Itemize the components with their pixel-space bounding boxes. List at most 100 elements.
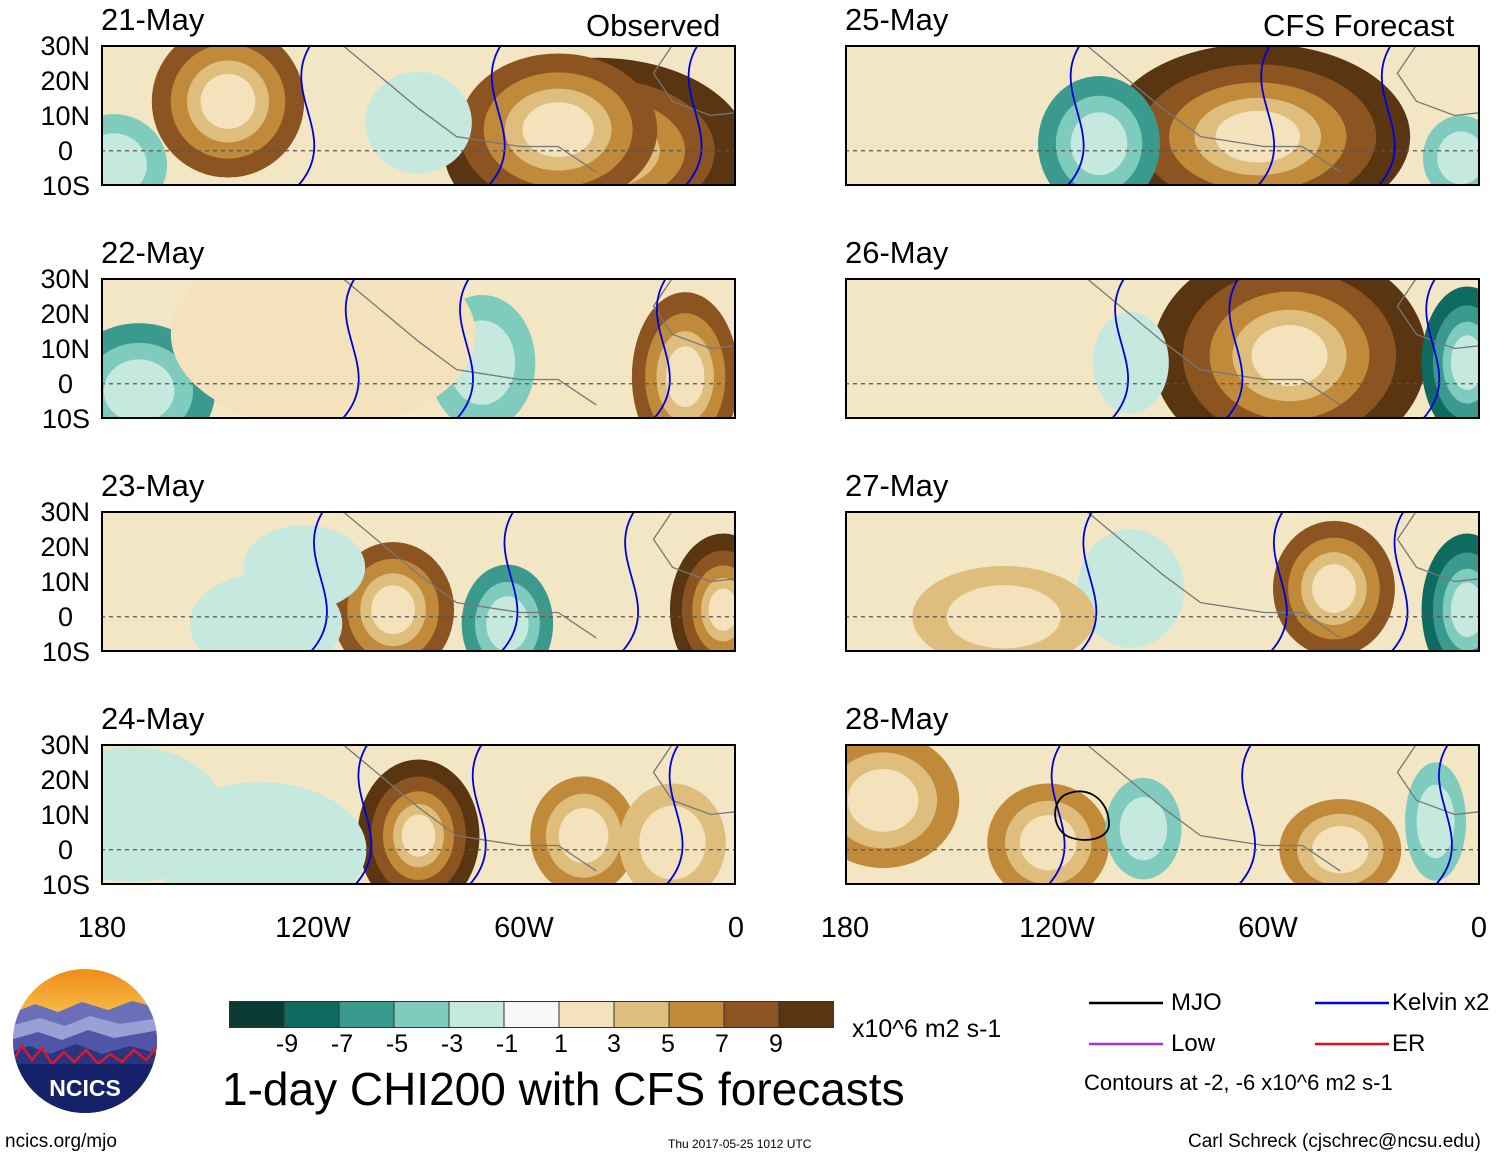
chi200-field-contour	[1450, 335, 1480, 391]
chi200-field-contour	[1092, 311, 1169, 414]
footer-timestamp: Thu 2017-05-25 1012 UTC	[668, 1137, 812, 1151]
colorbar-tick-label: 3	[607, 1030, 621, 1058]
y-tick-label: 10S	[41, 404, 90, 434]
colorbar-swatch	[778, 1001, 834, 1028]
chi200-field-contour	[522, 102, 594, 158]
legend-label-low: Low	[1171, 1030, 1216, 1057]
y-tick-label: 0	[57, 369, 73, 399]
chi200-field-contour	[639, 805, 706, 880]
kelvin-contour	[1079, 511, 1098, 652]
map-frame	[101, 744, 736, 885]
y-tick-label: 10N	[40, 334, 90, 364]
x-tick-label: 180	[77, 912, 127, 944]
chi200-field-contour	[170, 278, 476, 419]
chi200-field-contour	[243, 525, 366, 610]
chi200-field-contour	[401, 814, 436, 857]
chi200-field-contour	[1077, 529, 1185, 648]
chart-title: 1-day CHI200 with CFS forecasts	[222, 1063, 905, 1115]
coastline	[341, 278, 597, 406]
map-frame	[101, 45, 736, 186]
kelvin-contour	[455, 278, 474, 419]
map-panel-23-may	[101, 511, 736, 652]
map-frame	[845, 511, 1480, 652]
colorbar-tick-label: -1	[495, 1030, 519, 1058]
x-tick-label: 0	[727, 912, 745, 944]
chi200-field-contour	[1450, 582, 1480, 638]
map-frame	[845, 45, 1480, 186]
logo-text: NCICS	[49, 1075, 121, 1101]
y-tick-label: 30N	[40, 264, 90, 294]
coastline	[1396, 45, 1480, 117]
kelvin-contour	[297, 45, 316, 186]
colorbar-tick-label: -5	[385, 1030, 409, 1058]
colorbar-swatch	[338, 1001, 395, 1028]
colorbar-swatch	[503, 1001, 560, 1028]
chi200-field-contour	[1437, 131, 1480, 185]
chi200-field-contour	[708, 588, 736, 631]
colorbar-tick-label: -9	[275, 1030, 299, 1058]
y-tick-label: 10S	[41, 870, 90, 900]
colorbar-tick-label: 5	[661, 1030, 675, 1058]
colorbar	[229, 1001, 834, 1028]
y-tick-label: 10N	[40, 800, 90, 830]
x-tick-label: 180	[820, 912, 870, 944]
colorbar-tick-label: 7	[715, 1030, 729, 1058]
legend-label-kelvin: Kelvin x2	[1392, 989, 1490, 1016]
y-tick-label: 30N	[40, 497, 90, 527]
y-tick-label: 20N	[40, 765, 90, 795]
panel-date-label: 27-May	[845, 468, 949, 503]
colorbar-swatch	[723, 1001, 780, 1028]
x-tick-label: 60W	[1238, 912, 1298, 944]
chi200-field-contour	[101, 746, 225, 883]
kelvin-contour	[652, 278, 671, 419]
map-panel-26-may	[845, 278, 1480, 419]
coastline	[652, 278, 736, 350]
y-tick-label: 0	[57, 835, 73, 865]
map-frame	[101, 278, 736, 419]
ncics-logo: NCICS	[13, 969, 157, 1113]
y-tick-label: 30N	[40, 730, 90, 760]
footer-url: ncics.org/mjo	[5, 1131, 117, 1152]
coastline	[1085, 511, 1341, 639]
mjo-contour	[1054, 790, 1110, 841]
coastline	[341, 744, 597, 872]
y-tick-label: 30N	[40, 31, 90, 61]
kelvin-contour	[621, 511, 639, 652]
kelvin-contour	[1111, 278, 1129, 419]
panel-date-label: 24-May	[101, 701, 205, 736]
colorbar-swatch	[283, 1001, 340, 1028]
map-panel-21-may	[101, 45, 736, 186]
chi200-field-contour	[946, 585, 1061, 649]
chi200-field-contour	[1215, 110, 1301, 163]
kelvin-contour	[1422, 278, 1441, 419]
chi200-field-contour	[365, 71, 472, 174]
map-panel-25-may	[845, 45, 1480, 186]
kelvin-contour	[1434, 744, 1453, 885]
coastline	[1396, 511, 1480, 583]
map-panel-22-may	[101, 278, 736, 419]
panel-date-label: 23-May	[101, 468, 205, 503]
kelvin-contour	[1257, 45, 1276, 186]
x-tick-label: 60W	[494, 912, 554, 944]
colorbar-tick-label: -3	[440, 1030, 464, 1058]
panel-date-label: 21-May	[101, 2, 205, 37]
colorbar-tick-label: 1	[554, 1030, 568, 1058]
coastline	[652, 744, 736, 816]
coastline	[1085, 278, 1341, 406]
contour-legend-lines	[1089, 1001, 1389, 1046]
chi200-field-contour	[371, 585, 416, 635]
kelvin-contour	[1269, 511, 1288, 652]
chi200-field-contour	[847, 768, 919, 832]
panel-date-label: 26-May	[845, 235, 949, 270]
coastline	[652, 45, 736, 117]
chi200-field-contour	[101, 133, 147, 186]
chi200-field-contour	[1416, 784, 1455, 859]
y-tick-label: 0	[57, 136, 73, 166]
kelvin-contour	[684, 45, 703, 186]
coastline	[1085, 45, 1341, 173]
map-frame	[845, 278, 1480, 419]
map-panel-27-may	[845, 511, 1480, 652]
kelvin-contour	[665, 744, 684, 885]
colorbar-swatch	[393, 1001, 450, 1028]
y-tick-label: 10S	[41, 637, 90, 667]
